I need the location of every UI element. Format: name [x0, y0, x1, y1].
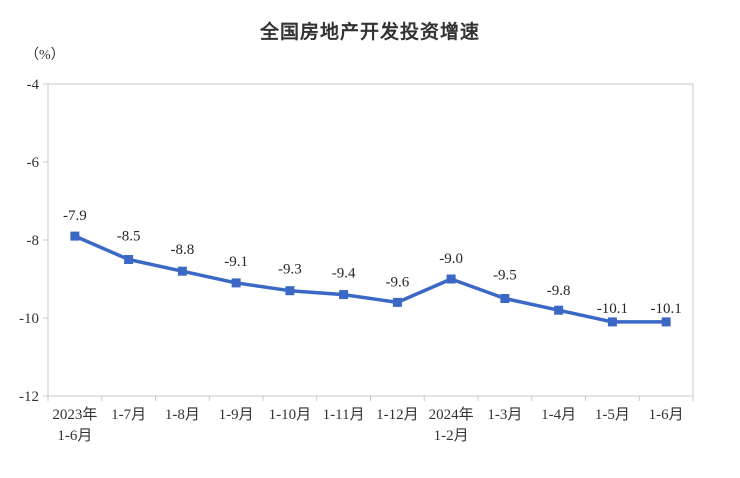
data-point-label: -10.1 — [651, 301, 682, 317]
x-axis-category-label: 2024年 1-2月 — [429, 406, 474, 444]
data-point-marker — [392, 297, 402, 307]
data-point-marker — [339, 290, 349, 300]
data-point-marker — [500, 294, 510, 303]
y-axis-tick-label: -10 — [19, 311, 39, 327]
data-point-label: -7.9 — [63, 208, 87, 224]
x-axis-category-label: 1-7月 — [111, 407, 146, 423]
x-axis-category-label: 2023年 1-6月 — [52, 406, 97, 444]
data-point-marker — [285, 286, 295, 296]
data-point-marker — [177, 266, 187, 276]
y-axis-tick-label: -6 — [27, 155, 40, 171]
x-axis-category-label: 1-8月 — [165, 407, 200, 423]
data-point-label: -9.6 — [386, 274, 410, 290]
x-axis-category-label: 1-12月 — [376, 407, 419, 423]
data-point-marker — [124, 255, 134, 264]
x-axis-category-label: 1-9月 — [219, 407, 254, 423]
chart-title: 全国房地产开发投资增速 — [259, 22, 480, 43]
x-axis-category-label: 1-3月 — [487, 407, 522, 423]
data-point-marker — [446, 274, 456, 284]
data-point-label: -8.8 — [171, 242, 195, 258]
series-line — [73, 234, 668, 324]
data-point-label: -9.4 — [332, 266, 356, 282]
data-point-label: -9.3 — [278, 262, 302, 278]
x-axis-category-label: 1-4月 — [541, 407, 576, 423]
x-axis-category-label: 1-5月 — [595, 407, 630, 423]
data-point-marker — [607, 317, 617, 327]
data-point-marker — [231, 278, 241, 288]
data-point-label: -9.8 — [547, 283, 571, 299]
x-axis-category-label: 1-11月 — [323, 407, 365, 423]
data-point-label: -8.5 — [117, 229, 141, 245]
y-axis-tick-label: -12 — [19, 389, 39, 405]
x-axis-category-label: 1-6月 — [649, 407, 684, 423]
data-point-label: -9.5 — [493, 268, 517, 284]
data-point-label: -10.1 — [597, 301, 628, 317]
data-point-marker — [70, 231, 80, 241]
y-axis-unit-label: （%） — [25, 48, 65, 63]
y-axis-tick-label: -8 — [27, 233, 40, 249]
x-axis-category-label: 1-10月 — [269, 407, 312, 423]
y-axis-tick-label: -4 — [27, 77, 40, 93]
data-point-marker — [554, 305, 564, 315]
data-point-label: -9.1 — [224, 254, 248, 270]
plot-border — [47, 83, 694, 397]
data-point-label: -9.0 — [439, 251, 463, 267]
data-point-marker — [661, 317, 671, 327]
